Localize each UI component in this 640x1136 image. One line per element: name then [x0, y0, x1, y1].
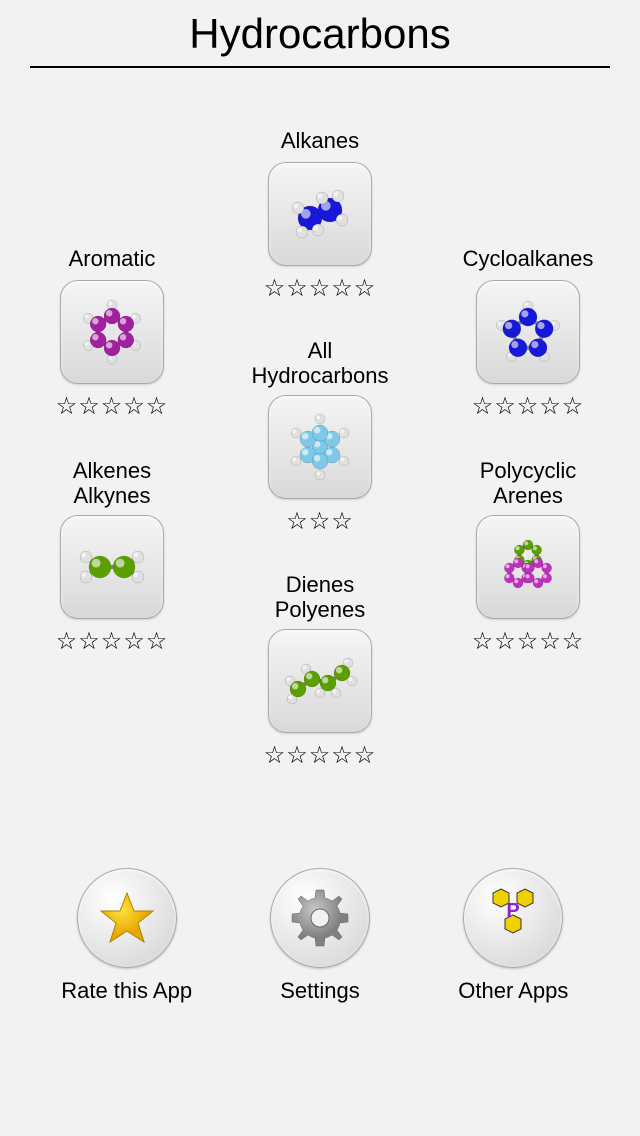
bottom-item-rate: Rate this App — [42, 868, 212, 1004]
tile-cycloalkanes[interactable] — [476, 280, 580, 384]
category-label: Aromatic — [22, 246, 202, 274]
header-divider — [30, 66, 610, 68]
category-dienes: Dienes Polyenes ☆☆☆☆☆ — [230, 572, 410, 770]
category-alkenes: Alkenes Alkynes ☆☆☆☆☆ — [22, 458, 202, 656]
other-apps-icon: P — [478, 883, 548, 953]
gear-icon — [288, 886, 352, 950]
page-title: Hydrocarbons — [0, 10, 640, 58]
stars-polycyclic: ☆☆☆☆☆ — [438, 627, 618, 656]
tile-all[interactable] — [268, 395, 372, 499]
category-all: All Hydrocarbons ☆☆☆ — [230, 338, 410, 536]
molecule-icon — [280, 174, 360, 254]
rate-button[interactable] — [77, 868, 177, 968]
bottom-item-settings: Settings — [235, 868, 405, 1004]
molecule-icon — [72, 292, 152, 372]
bottom-item-other: P Other Apps — [428, 868, 598, 1004]
category-aromatic: Aromatic ☆☆☆☆☆ — [22, 246, 202, 421]
stars-dienes: ☆☆☆☆☆ — [230, 741, 410, 770]
category-cycloalkanes: Cycloalkanes ☆☆☆☆☆ — [438, 246, 618, 421]
molecule-icon — [280, 641, 360, 721]
molecule-icon — [488, 527, 568, 607]
molecule-icon — [72, 527, 152, 607]
tile-polycyclic[interactable] — [476, 515, 580, 619]
category-label: Polycyclic Arenes — [438, 458, 618, 509]
category-label: Dienes Polyenes — [230, 572, 410, 623]
stars-all: ☆☆☆ — [230, 507, 410, 536]
category-label: Alkanes — [230, 128, 410, 156]
bottom-label: Settings — [235, 978, 405, 1004]
star-icon — [97, 888, 157, 948]
bottom-row: Rate this App Settings P O — [0, 868, 640, 1004]
category-label: Alkenes Alkynes — [22, 458, 202, 509]
stars-alkenes: ☆☆☆☆☆ — [22, 627, 202, 656]
tile-dienes[interactable] — [268, 629, 372, 733]
stars-cycloalkanes: ☆☆☆☆☆ — [438, 392, 618, 421]
stars-alkanes: ☆☆☆☆☆ — [230, 274, 410, 303]
molecule-icon — [488, 292, 568, 372]
bottom-label: Rate this App — [42, 978, 212, 1004]
tile-alkenes[interactable] — [60, 515, 164, 619]
category-label: Cycloalkanes — [438, 246, 618, 274]
header: Hydrocarbons — [0, 0, 640, 66]
other-apps-button[interactable]: P — [463, 868, 563, 968]
category-alkanes: Alkanes ☆☆☆☆☆ — [230, 128, 410, 303]
tile-alkanes[interactable] — [268, 162, 372, 266]
stars-aromatic: ☆☆☆☆☆ — [22, 392, 202, 421]
tile-aromatic[interactable] — [60, 280, 164, 384]
category-grid: Alkanes ☆☆☆☆☆ Aromatic ☆☆☆☆☆ Cycloalkane… — [0, 128, 640, 848]
settings-button[interactable] — [270, 868, 370, 968]
bottom-label: Other Apps — [428, 978, 598, 1004]
molecule-icon — [280, 407, 360, 487]
category-polycyclic: Polycyclic Arenes ☆☆☆☆☆ — [438, 458, 618, 656]
category-label: All Hydrocarbons — [230, 338, 410, 389]
svg-text:P: P — [507, 900, 520, 922]
